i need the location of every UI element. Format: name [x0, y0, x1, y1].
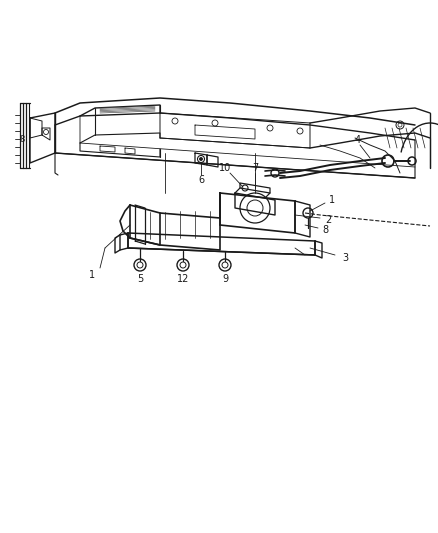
- Text: 10: 10: [219, 163, 231, 173]
- Text: 5: 5: [137, 274, 143, 284]
- Text: 6: 6: [198, 175, 204, 185]
- Circle shape: [199, 157, 202, 160]
- Text: 4: 4: [355, 135, 361, 145]
- Text: 9: 9: [222, 274, 228, 284]
- Text: 8: 8: [322, 225, 328, 235]
- Text: 1: 1: [89, 270, 95, 280]
- Text: 1: 1: [329, 195, 335, 205]
- Text: 12: 12: [177, 274, 189, 284]
- Text: 3: 3: [342, 253, 348, 263]
- Text: 8: 8: [19, 135, 25, 144]
- Text: 7: 7: [252, 163, 258, 173]
- Text: 2: 2: [325, 215, 331, 225]
